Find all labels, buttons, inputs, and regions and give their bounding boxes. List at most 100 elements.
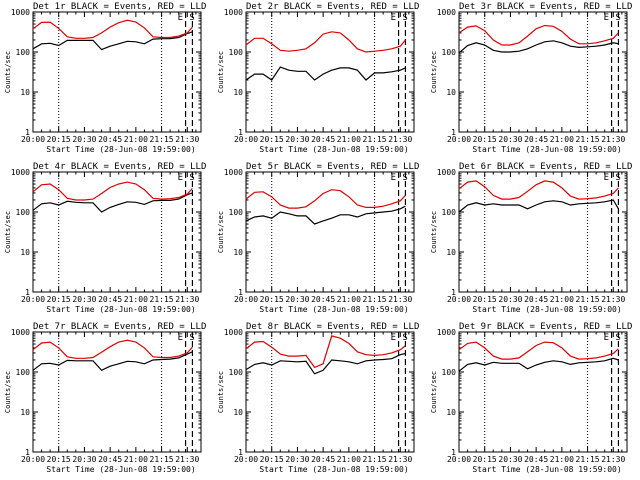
y-tick-label: 1000 — [224, 328, 243, 337]
y-tick-label: 100 — [229, 208, 244, 217]
x-tick-label: 21:30 — [601, 135, 625, 144]
events-series-line — [245, 352, 406, 375]
detector-chart: Det 6r BLACK = Events, RED = LLD 1 10 100 10… — [430, 162, 632, 314]
y-tick-label: 1 — [25, 448, 30, 457]
y-tick-label: 10 — [20, 248, 30, 257]
marker-label: S — [189, 13, 194, 23]
x-tick-label: 20:45 — [311, 135, 335, 144]
x-tick-label: 20:15 — [473, 135, 497, 144]
detector-panel: Det 2r BLACK = Events, RED = LLD 1 10 100 10… — [213, 0, 426, 160]
plot-frame — [245, 11, 415, 133]
x-axis-label: Start Time (28-Jun-08 19:59:00) — [46, 145, 195, 154]
y-tick-label: 100 — [16, 208, 31, 217]
x-tick-label: 21:15 — [576, 135, 600, 144]
y-tick-label: 10 — [20, 88, 30, 97]
lld-series-line — [458, 24, 619, 46]
marker-label: E — [178, 173, 183, 183]
y-tick-label: 1 — [25, 128, 30, 137]
x-tick-label: 20:30 — [498, 455, 522, 464]
marker-label: S — [615, 333, 620, 343]
marker-label: S — [402, 333, 407, 343]
x-tick-label: 20:15 — [260, 135, 284, 144]
events-series-line — [32, 192, 193, 213]
y-tick-label: 1 — [238, 448, 243, 457]
lld-series-line — [245, 189, 406, 209]
lld-series-line — [245, 31, 406, 53]
y-tick-label: 1 — [451, 128, 456, 137]
x-axis-label: Start Time (28-Jun-08 19:59:00) — [472, 465, 621, 474]
x-tick-label: 20:00 — [234, 135, 258, 144]
x-tick-label: 20:30 — [285, 135, 309, 144]
detector-chart: Det 5r BLACK = Events, RED = LLD 1 10 100 10… — [217, 162, 419, 314]
x-tick-label: 21:00 — [550, 135, 574, 144]
x-tick-label: 20:30 — [285, 295, 309, 304]
x-tick-label: 21:30 — [601, 455, 625, 464]
y-tick-label: 100 — [442, 368, 457, 377]
detector-panel: Det 3r BLACK = Events, RED = LLD 1 10 100 10… — [426, 0, 639, 160]
chart-title: Det 7r BLACK = Events, RED = LLD — [33, 322, 206, 332]
marker-label: E — [178, 13, 183, 23]
detector-panel: Det 9r BLACK = Events, RED = LLD 1 10 100 10… — [426, 320, 639, 480]
marker-label: E — [604, 173, 609, 183]
detector-chart: Det 1r BLACK = Events, RED = LLD 1 10 100 10… — [4, 2, 206, 154]
x-tick-label: 20:00 — [21, 295, 45, 304]
x-tick-label: 21:30 — [175, 455, 199, 464]
x-tick-label: 21:00 — [124, 455, 148, 464]
chart-title: Det 5r BLACK = Events, RED = LLD — [246, 162, 419, 172]
x-tick-label: 21:15 — [363, 455, 387, 464]
y-axis-label: Counts/sec — [4, 371, 12, 413]
x-axis-label: Start Time (28-Jun-08 19:59:00) — [259, 305, 408, 314]
x-tick-label: 20:45 — [524, 295, 548, 304]
y-tick-label: 10 — [233, 408, 243, 417]
x-tick-label: 21:30 — [601, 295, 625, 304]
events-series-line — [458, 40, 619, 54]
x-axis-label: Start Time (28-Jun-08 19:59:00) — [259, 145, 408, 154]
lld-series-line — [458, 180, 619, 200]
events-series-line — [458, 357, 619, 372]
x-tick-label: 21:15 — [150, 135, 174, 144]
marker-label: E — [604, 13, 609, 23]
y-axis-label: Counts/sec — [430, 211, 438, 253]
marker-label: E — [604, 333, 609, 343]
y-tick-label: 100 — [16, 368, 31, 377]
chart-title: Det 1r BLACK = Events, RED = LLD — [33, 2, 206, 12]
x-tick-label: 21:00 — [337, 455, 361, 464]
y-tick-label: 1000 — [224, 168, 243, 177]
marker-label: S — [189, 333, 194, 343]
x-tick-label: 20:15 — [47, 455, 71, 464]
marker-label: E — [178, 333, 183, 343]
y-tick-label: 100 — [442, 208, 457, 217]
x-tick-label: 20:30 — [285, 455, 309, 464]
x-axis-label: Start Time (28-Jun-08 19:59:00) — [472, 145, 621, 154]
x-tick-label: 21:00 — [337, 135, 361, 144]
x-tick-label: 20:45 — [98, 135, 122, 144]
x-tick-label: 20:00 — [447, 295, 471, 304]
y-tick-label: 100 — [442, 48, 457, 57]
x-tick-label: 20:15 — [473, 295, 497, 304]
x-tick-label: 20:00 — [447, 455, 471, 464]
chart-title: Det 2r BLACK = Events, RED = LLD — [246, 2, 419, 12]
plot-frame — [32, 11, 202, 133]
x-tick-label: 21:00 — [550, 455, 574, 464]
x-tick-label: 21:15 — [576, 455, 600, 464]
events-series-line — [32, 31, 193, 51]
x-tick-label: 21:30 — [175, 295, 199, 304]
lld-series-line — [32, 339, 193, 359]
x-tick-label: 20:15 — [47, 295, 71, 304]
x-tick-label: 21:15 — [363, 295, 387, 304]
x-axis-label: Start Time (28-Jun-08 19:59:00) — [259, 465, 408, 474]
chart-title: Det 8r BLACK = Events, RED = LLD — [246, 322, 419, 332]
x-tick-label: 20:45 — [311, 455, 335, 464]
y-axis-label: Counts/sec — [4, 51, 12, 93]
y-tick-label: 1000 — [437, 8, 456, 17]
x-tick-label: 21:30 — [388, 295, 412, 304]
y-tick-label: 1 — [25, 288, 30, 297]
plot-frame — [458, 331, 628, 453]
marker-label: S — [189, 173, 194, 183]
y-tick-label: 10 — [20, 408, 30, 417]
events-series-line — [458, 199, 619, 213]
x-tick-label: 20:30 — [72, 295, 96, 304]
events-series-line — [32, 351, 193, 372]
y-tick-label: 100 — [16, 48, 31, 57]
